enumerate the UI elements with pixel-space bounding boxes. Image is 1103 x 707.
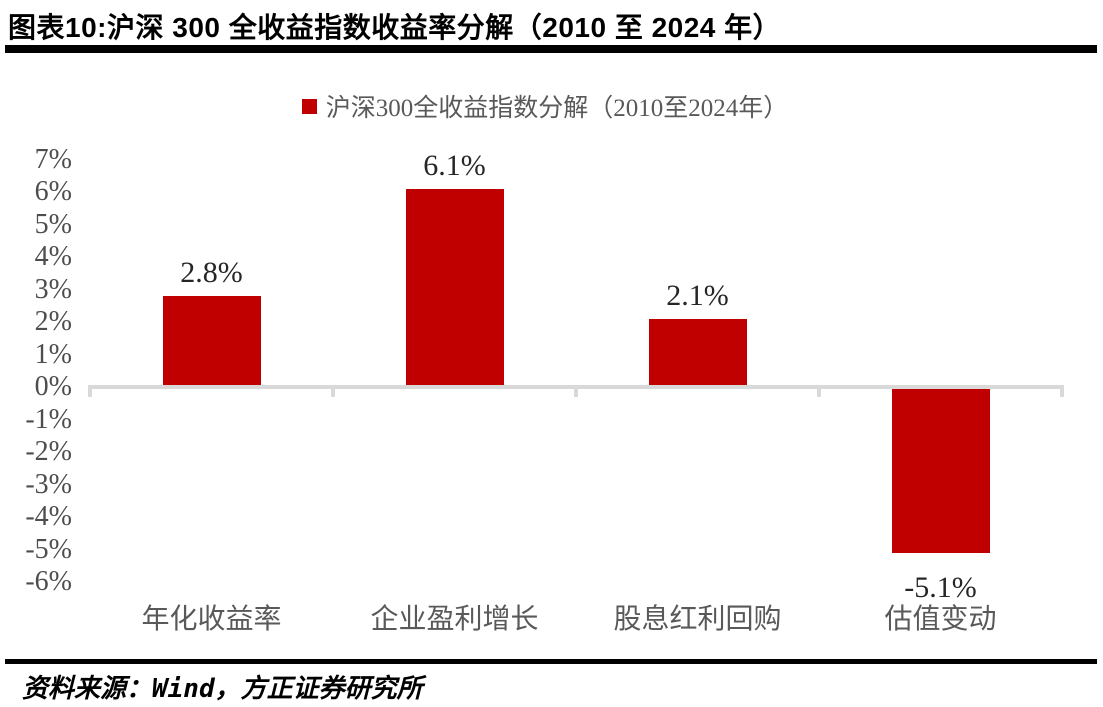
axis-tick-mark [1060, 385, 1064, 397]
axis-tick-mark [574, 385, 578, 397]
bar [405, 188, 504, 387]
axis-tick-mark [88, 385, 92, 397]
bar-value-label: -5.1% [904, 570, 977, 604]
y-axis-tick-label: -2% [25, 436, 72, 467]
figure-title: 图表10:沪深 300 全收益指数收益率分解（2010 至 2024 年） [8, 12, 782, 43]
y-axis-tick-label: 6% [34, 176, 72, 207]
bar-value-label: 2.8% [180, 256, 243, 289]
bar-value-label: 6.1% [423, 148, 486, 182]
y-axis-tick-label: -6% [25, 566, 72, 597]
plot-area: 沪深300全收益指数分解（2010至2024年） 7% 6% 5% 4% 3% 2% 1% 0… [0, 88, 1090, 635]
bar [648, 318, 747, 387]
y-axis-tick-label: 0% [34, 371, 72, 402]
x-axis-category-label: 股息红利回购 [613, 604, 782, 635]
y-axis-tick-label: -3% [25, 468, 72, 500]
y-axis-tick-label: -1% [25, 403, 72, 435]
y-axis-tick-label: 2% [34, 306, 72, 337]
bar [162, 296, 261, 387]
y-axis-tick-label: 5% [34, 208, 72, 240]
axis-tick-mark [817, 385, 821, 397]
source-note: 资料来源：Wind，方正证券研究所 [22, 674, 423, 704]
chart-legend: 沪深300全收益指数分解（2010至2024年） [0, 88, 1090, 124]
x-axis-category-label: 估值变动 [884, 604, 997, 635]
y-axis-tick-label: -5% [25, 533, 72, 565]
legend-label: 沪深300全收益指数分解（2010至2024年） [325, 95, 789, 122]
y-axis-tick-label: 3% [34, 273, 72, 305]
x-axis-category-label: 企业盈利增长 [370, 604, 539, 635]
y-axis-tick-label: 7% [34, 143, 72, 175]
bar [891, 387, 990, 553]
x-axis-category-label: 年化收益率 [141, 604, 282, 635]
y-axis-tick-label: 4% [34, 241, 72, 272]
axis-tick-mark [331, 385, 335, 397]
footer-divider-rule [5, 659, 1097, 664]
y-axis-tick-label: 1% [34, 338, 72, 370]
y-axis-tick-label: -4% [25, 501, 72, 532]
legend-swatch-icon [301, 98, 317, 114]
bar-value-label: 2.1% [666, 278, 729, 312]
title-divider-rule [5, 45, 1097, 53]
